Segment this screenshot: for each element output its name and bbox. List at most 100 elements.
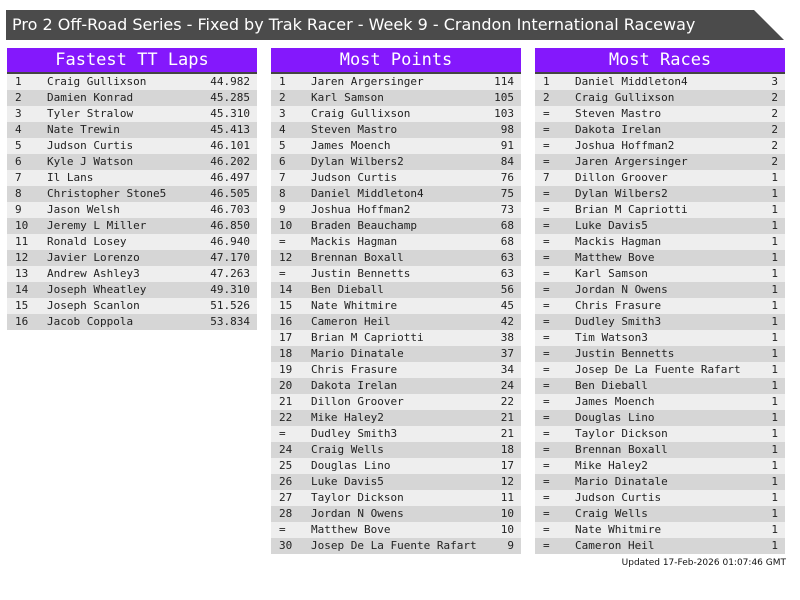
- table-row: = Mario Dinatale 1: [535, 474, 785, 490]
- table-row: = James Moench 1: [535, 394, 785, 410]
- driver-name: Cameron Heil: [575, 539, 655, 552]
- value: 1: [771, 315, 778, 328]
- rank: 2: [279, 91, 286, 104]
- driver-name: Craig Gullixson: [47, 75, 147, 88]
- driver-name: Dillon Groover: [575, 171, 668, 184]
- rank: =: [543, 123, 550, 136]
- rank: 6: [279, 155, 286, 168]
- driver-name: James Moench: [311, 139, 391, 152]
- rank: 3: [15, 107, 22, 120]
- table-row: = Ben Dieball 1: [535, 378, 785, 394]
- value: 1: [771, 523, 778, 536]
- driver-name: Brennan Boxall: [575, 443, 668, 456]
- rank: 1: [279, 75, 286, 88]
- driver-name: Brian M Capriotti: [311, 331, 424, 344]
- table-row: = Joshua Hoffman2 2: [535, 138, 785, 154]
- driver-name: Steven Mastro: [575, 107, 662, 120]
- table-row: = Steven Mastro 2: [535, 106, 785, 122]
- driver-name: Dylan Wilbers2: [575, 187, 668, 200]
- rank: 7: [15, 171, 22, 184]
- table-row: 8 Daniel Middleton4 75: [271, 186, 521, 202]
- rank: 5: [279, 139, 286, 152]
- driver-name: Taylor Dickson: [575, 427, 668, 440]
- driver-name: Nate Whitmire: [311, 299, 398, 312]
- value: 1: [771, 379, 778, 392]
- driver-name: Damien Konrad: [47, 91, 134, 104]
- value: 21: [500, 427, 514, 440]
- value: 56: [500, 283, 514, 296]
- driver-name: Douglas Lino: [311, 459, 391, 472]
- table-row: 4 Nate Trewin 45.413: [7, 122, 257, 138]
- rank: =: [543, 507, 550, 520]
- table-row: = Dudley Smith3 21: [271, 426, 521, 442]
- rank: =: [543, 267, 550, 280]
- rank: =: [279, 523, 286, 536]
- rank: =: [543, 107, 550, 120]
- table-row: 9 Joshua Hoffman2 73: [271, 202, 521, 218]
- table-row: = Josep De La Fuente Rafart 1: [535, 362, 785, 378]
- value: 21: [500, 411, 514, 424]
- rank: =: [543, 331, 550, 344]
- driver-name: Jacob Coppola: [47, 315, 134, 328]
- driver-name: Mackis Hagman: [575, 235, 662, 248]
- driver-name: Joseph Wheatley: [47, 283, 147, 296]
- rank: 7: [543, 171, 550, 184]
- value: 1: [771, 267, 778, 280]
- driver-name: James Moench: [575, 395, 655, 408]
- rank: =: [543, 283, 550, 296]
- driver-name: Braden Beauchamp: [311, 219, 417, 232]
- driver-name: Brennan Boxall: [311, 251, 404, 264]
- value: 2: [771, 139, 778, 152]
- driver-name: Joseph Scanlon: [47, 299, 140, 312]
- rank: =: [543, 475, 550, 488]
- rank: 16: [279, 315, 293, 328]
- driver-name: Dudley Smith3: [575, 315, 662, 328]
- driver-name: Matthew Bove: [575, 251, 655, 264]
- driver-name: Craig Wells: [311, 443, 384, 456]
- table-heading: Most Races: [535, 48, 785, 74]
- rank: 22: [279, 411, 293, 424]
- table-row: = Justin Bennetts 63: [271, 266, 521, 282]
- value: 2: [771, 155, 778, 168]
- value: 1: [771, 299, 778, 312]
- rank: =: [543, 155, 550, 168]
- rank: 2: [543, 91, 550, 104]
- rank: =: [543, 187, 550, 200]
- value: 75: [500, 187, 514, 200]
- table-row: 7 Dillon Groover 1: [535, 170, 785, 186]
- table-row: = Tim Watson3 1: [535, 330, 785, 346]
- value: 63: [500, 267, 514, 280]
- value: 45.285: [210, 91, 250, 104]
- driver-name: Craig Wells: [575, 507, 648, 520]
- driver-name: Brian M Capriotti: [575, 203, 688, 216]
- rank: 27: [279, 491, 293, 504]
- table-row: = Nate Whitmire 1: [535, 522, 785, 538]
- value: 3: [771, 75, 778, 88]
- table-row: 1 Daniel Middleton4 3: [535, 74, 785, 90]
- driver-name: Judson Curtis: [311, 171, 398, 184]
- driver-name: Javier Lorenzo: [47, 251, 140, 264]
- driver-name: Kyle J Watson: [47, 155, 134, 168]
- driver-name: Mario Dinatale: [575, 475, 668, 488]
- table-row: 5 James Moench 91: [271, 138, 521, 154]
- value: 1: [771, 459, 778, 472]
- rank: =: [543, 539, 550, 552]
- rank: 1: [15, 75, 22, 88]
- rank: 26: [279, 475, 293, 488]
- rank: 8: [15, 187, 22, 200]
- rank: 28: [279, 507, 293, 520]
- table-row: 12 Javier Lorenzo 47.170: [7, 250, 257, 266]
- value: 73: [500, 203, 514, 216]
- driver-name: Luke Davis5: [575, 219, 648, 232]
- table-row: = Mike Haley2 1: [535, 458, 785, 474]
- rank: =: [543, 347, 550, 360]
- most-races-table: Most Races 1 Daniel Middleton4 3 2 Craig Gul…: [535, 48, 785, 554]
- rank: 9: [15, 203, 22, 216]
- driver-name: Dakota Irelan: [575, 123, 662, 136]
- rank: 11: [15, 235, 29, 248]
- value: 46.202: [210, 155, 250, 168]
- driver-name: Joshua Hoffman2: [575, 139, 675, 152]
- rank: 15: [279, 299, 293, 312]
- table-row: 5 Judson Curtis 46.101: [7, 138, 257, 154]
- driver-name: Andrew Ashley3: [47, 267, 140, 280]
